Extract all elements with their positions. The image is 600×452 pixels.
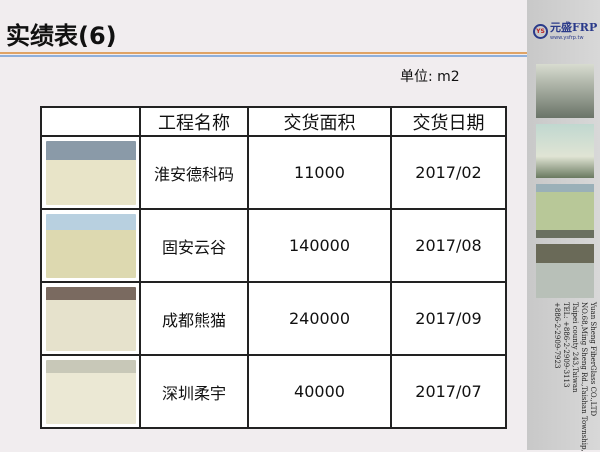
address-line: Taipei county 243,Taiwan	[571, 302, 579, 393]
sidebar-photo	[536, 244, 594, 298]
company-address: Yuan Sheng FiberGlass CO.,LTD NO.68,Ming…	[533, 302, 597, 452]
unit-label: 单位: m2	[400, 69, 460, 85]
delivery-date: 2017/09	[390, 281, 507, 356]
header-photo	[40, 106, 141, 137]
address-line: TEL: +886-2-2909-3113	[562, 302, 570, 388]
project-photo	[45, 359, 136, 424]
logo-text: 元盛FRP	[550, 21, 598, 34]
page-title: 实绩表(6)	[6, 22, 117, 50]
project-photo	[45, 213, 136, 278]
delivery-area: 11000	[247, 135, 392, 210]
project-name: 深圳柔宇	[139, 354, 249, 429]
title-divider-blue	[0, 55, 527, 57]
project-name: 淮安德科码	[139, 135, 249, 210]
address-line: Yuan Sheng FiberGlass CO.,LTD	[589, 302, 597, 417]
header-date: 交货日期	[390, 106, 507, 137]
logo-url: www.ysfrp.tw	[550, 35, 584, 41]
table-row: 淮安德科码 11000 2017/02	[40, 135, 507, 210]
header-area: 交货面积	[247, 106, 392, 137]
table-row: 固安云谷 140000 2017/08	[40, 208, 507, 283]
table-header: 工程名称 交货面积 交货日期	[40, 106, 507, 137]
sidebar-photo	[536, 124, 594, 178]
delivery-date: 2017/07	[390, 354, 507, 429]
delivery-date: 2017/02	[390, 135, 507, 210]
sidebar-photo	[536, 64, 594, 118]
table-row: 深圳柔宇 40000 2017/07	[40, 354, 507, 429]
address-line: NO.68,Ming Sheng Rd.,Taishan Township,	[580, 302, 588, 452]
project-name: 成都熊猫	[139, 281, 249, 356]
delivery-area: 240000	[247, 281, 392, 356]
sidebar: YS 元盛FRP www.ysfrp.tw Yuan Sheng FiberGl…	[527, 0, 600, 452]
project-name: 固安云谷	[139, 208, 249, 283]
title-divider-orange	[0, 52, 527, 54]
results-table: 工程名称 交货面积 交货日期 淮安德科码 11000 2017/02 固安云谷 …	[40, 106, 507, 429]
address-line: +886-2-2909-7923	[553, 302, 561, 369]
sidebar-photo	[536, 184, 594, 238]
project-photo	[45, 286, 136, 351]
project-photo	[45, 140, 136, 205]
delivery-area: 140000	[247, 208, 392, 283]
logo-text-group: 元盛FRP www.ysfrp.tw	[550, 21, 598, 42]
table-row: 成都熊猫 240000 2017/09	[40, 281, 507, 356]
delivery-area: 40000	[247, 354, 392, 429]
company-logo: YS 元盛FRP www.ysfrp.tw	[533, 22, 597, 41]
header-project-name: 工程名称	[139, 106, 249, 137]
delivery-date: 2017/08	[390, 208, 507, 283]
logo-badge-icon: YS	[533, 24, 548, 39]
